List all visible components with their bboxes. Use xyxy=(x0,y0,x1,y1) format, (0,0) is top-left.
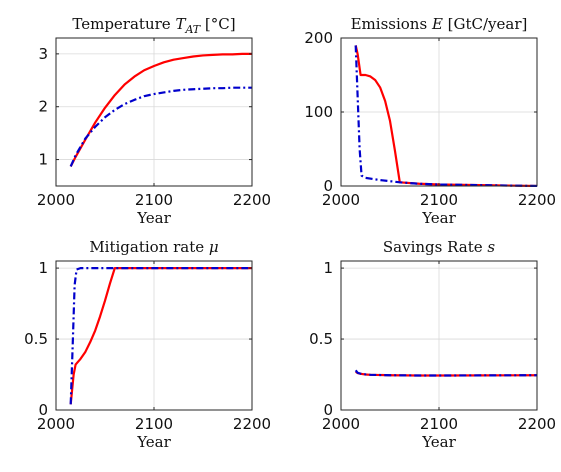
chart-title: Emissions E [GtC/year] xyxy=(351,15,528,33)
x-tick-label: 2200 xyxy=(233,191,271,209)
y-tick-label: 2 xyxy=(38,98,48,116)
y-tick-label: 200 xyxy=(304,29,333,47)
x-tick-label: 2000 xyxy=(37,415,75,433)
y-tick-label: 1 xyxy=(38,151,48,169)
x-tick-label: 2000 xyxy=(322,415,360,433)
series-line-1 xyxy=(354,45,537,187)
y-tick-label: 0 xyxy=(323,401,333,419)
x-tick-label: 2000 xyxy=(322,191,360,209)
y-tick-label: 0 xyxy=(323,177,333,195)
x-tick-label: 2100 xyxy=(135,191,173,209)
series-line-2 xyxy=(69,86,252,167)
x-tick-label: 2100 xyxy=(420,191,458,209)
chart-title: Mitigation rate μ xyxy=(89,238,218,256)
x-axis-label: Year xyxy=(136,433,171,451)
series-line-1 xyxy=(69,267,252,405)
y-tick-label: 0 xyxy=(38,401,48,419)
chart-panel-2: 2000 2100 2200 0 100 200 Emissions E [GtC/year… xyxy=(304,15,556,227)
series-line-1 xyxy=(69,52,252,167)
chart-title: Temperature TAT [°C] xyxy=(72,15,235,36)
x-tick-label: 2100 xyxy=(135,415,173,433)
x-tick-label: 2200 xyxy=(518,191,556,209)
y-tick-label: 3 xyxy=(38,45,48,63)
x-tick-label: 2200 xyxy=(518,415,556,433)
chart-title: Savings Rate s xyxy=(383,238,495,256)
y-tick-label: 100 xyxy=(304,103,333,121)
series-line-2 xyxy=(354,369,537,377)
chart-panel-1: 2000 2100 2200 1 2 3 Temperature TAT [°C] Year xyxy=(37,15,271,227)
y-tick-label: 1 xyxy=(38,259,48,277)
x-tick-label: 2000 xyxy=(37,191,75,209)
x-axis-label: Year xyxy=(421,209,456,227)
y-tick-label: 0.5 xyxy=(24,330,48,348)
y-tick-label: 0.5 xyxy=(309,330,333,348)
series-line-2 xyxy=(354,45,537,187)
x-tick-label: 2100 xyxy=(420,415,458,433)
x-axis-label: Year xyxy=(136,209,171,227)
chart-panel-3: 2000 2100 2200 0 0.5 1 Mitigation rate μ Year xyxy=(24,238,271,451)
series-line-2 xyxy=(69,267,252,405)
chart-panel-4: 2000 2100 2200 0 0.5 1 Savings Rate s Year xyxy=(309,238,556,451)
x-axis-label: Year xyxy=(421,433,456,451)
x-tick-label: 2200 xyxy=(233,415,271,433)
y-tick-label: 1 xyxy=(323,259,333,277)
